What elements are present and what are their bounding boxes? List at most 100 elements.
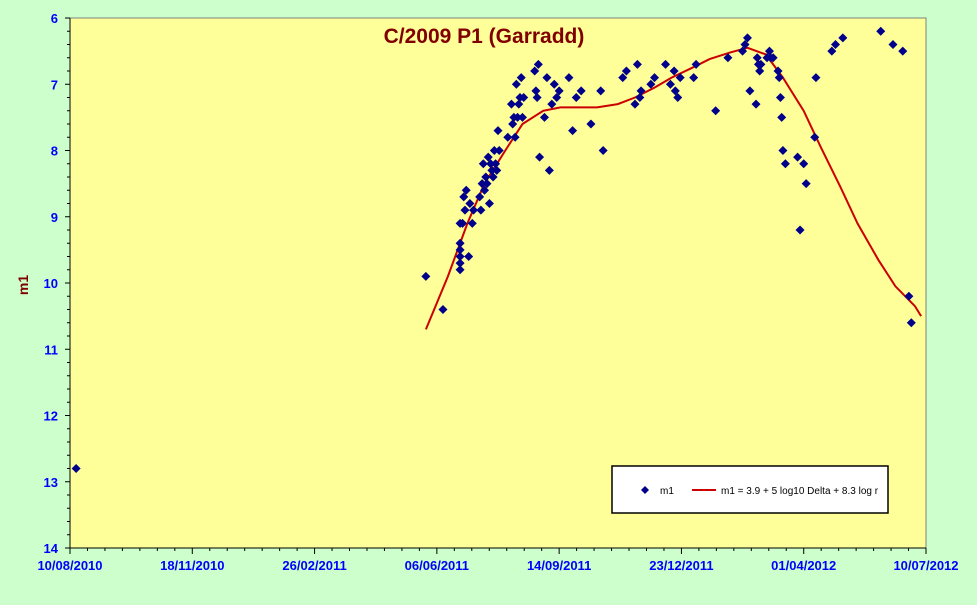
data-point	[459, 192, 469, 202]
data-point	[564, 73, 574, 83]
data-point	[461, 185, 471, 195]
data-point	[598, 146, 608, 155]
data-point	[488, 172, 498, 182]
data-point	[455, 245, 465, 255]
data-point	[475, 192, 485, 202]
x-tick-label: 10/08/2010	[37, 558, 102, 573]
data-point	[484, 199, 494, 208]
data-point	[752, 53, 762, 63]
data-point	[552, 93, 562, 102]
data-point	[464, 252, 474, 261]
data-point	[517, 112, 527, 122]
data-point	[838, 33, 848, 43]
data-point	[492, 165, 502, 175]
data-point	[831, 40, 841, 49]
data-point	[661, 59, 671, 69]
data-point	[755, 66, 765, 76]
data-point	[482, 179, 492, 189]
data-point	[876, 26, 886, 36]
y-tick-label: 8	[51, 144, 58, 159]
data-point	[799, 159, 809, 169]
data-point	[455, 258, 465, 268]
data-point	[467, 218, 477, 228]
data-point	[549, 79, 559, 89]
data-point	[576, 86, 586, 96]
data-point	[455, 238, 465, 248]
data-point	[723, 53, 733, 63]
data-point	[481, 172, 491, 182]
data-point	[586, 119, 596, 129]
data-point	[571, 93, 581, 102]
y-tick-label: 7	[51, 77, 58, 92]
data-point	[898, 46, 908, 56]
data-point	[476, 205, 486, 215]
data-point	[646, 79, 656, 89]
data-point	[458, 218, 468, 228]
data-point	[669, 66, 679, 76]
data-point	[480, 185, 490, 195]
y-tick-label: 12	[44, 409, 58, 424]
data-point	[778, 146, 788, 155]
data-point	[740, 40, 750, 49]
data-point	[544, 165, 554, 175]
x-tick-label: 01/04/2012	[771, 558, 836, 573]
data-point	[742, 33, 752, 43]
x-tick-label: 26/02/2011	[282, 558, 346, 573]
data-points	[71, 26, 916, 473]
legend-marker-points	[641, 486, 649, 494]
data-point	[775, 93, 785, 102]
data-point	[768, 53, 778, 63]
data-point	[486, 159, 496, 169]
data-point	[513, 112, 523, 122]
x-tick-label: 14/09/2011	[527, 558, 591, 573]
data-point	[503, 132, 513, 142]
data-point	[438, 305, 448, 314]
data-point	[691, 59, 701, 69]
plot-area	[69, 17, 927, 549]
data-point	[636, 86, 646, 96]
y-tick-label: 13	[44, 475, 58, 490]
data-point	[793, 152, 803, 162]
x-tick-label: 06/06/2011	[405, 558, 469, 573]
data-point	[764, 46, 774, 56]
data-point	[508, 119, 518, 129]
data-point	[531, 86, 541, 96]
y-tick-label: 10	[44, 276, 58, 291]
data-point	[738, 46, 748, 56]
data-point	[670, 86, 680, 96]
data-point	[455, 265, 465, 275]
data-point	[635, 93, 645, 102]
data-point	[519, 93, 529, 102]
data-point	[455, 252, 465, 261]
data-point	[469, 205, 479, 215]
data-point	[535, 152, 545, 162]
y-tick-label: 11	[44, 342, 58, 357]
data-point	[491, 159, 501, 169]
data-point	[906, 318, 916, 328]
data-point	[532, 93, 542, 102]
legend-label-points: m1	[660, 486, 674, 497]
chart-title: C/2009 P1 (Garradd)	[384, 25, 585, 48]
y-tick-label: 9	[51, 210, 58, 225]
x-tick-label: 23/12/2011	[649, 558, 713, 573]
data-point	[554, 86, 564, 96]
data-point	[811, 73, 821, 83]
data-point	[810, 132, 820, 142]
data-point	[511, 79, 521, 89]
data-point	[745, 86, 755, 96]
data-point	[494, 146, 504, 155]
data-point	[632, 59, 642, 69]
data-point	[780, 159, 790, 169]
data-point	[777, 112, 787, 122]
data-point	[421, 271, 431, 281]
data-point	[483, 152, 493, 162]
data-point	[478, 159, 488, 169]
data-point	[711, 106, 721, 116]
data-point	[530, 66, 540, 76]
data-point	[489, 146, 499, 155]
data-point	[71, 464, 81, 473]
data-point	[539, 112, 549, 122]
data-point	[516, 73, 526, 83]
data-point	[596, 86, 606, 96]
